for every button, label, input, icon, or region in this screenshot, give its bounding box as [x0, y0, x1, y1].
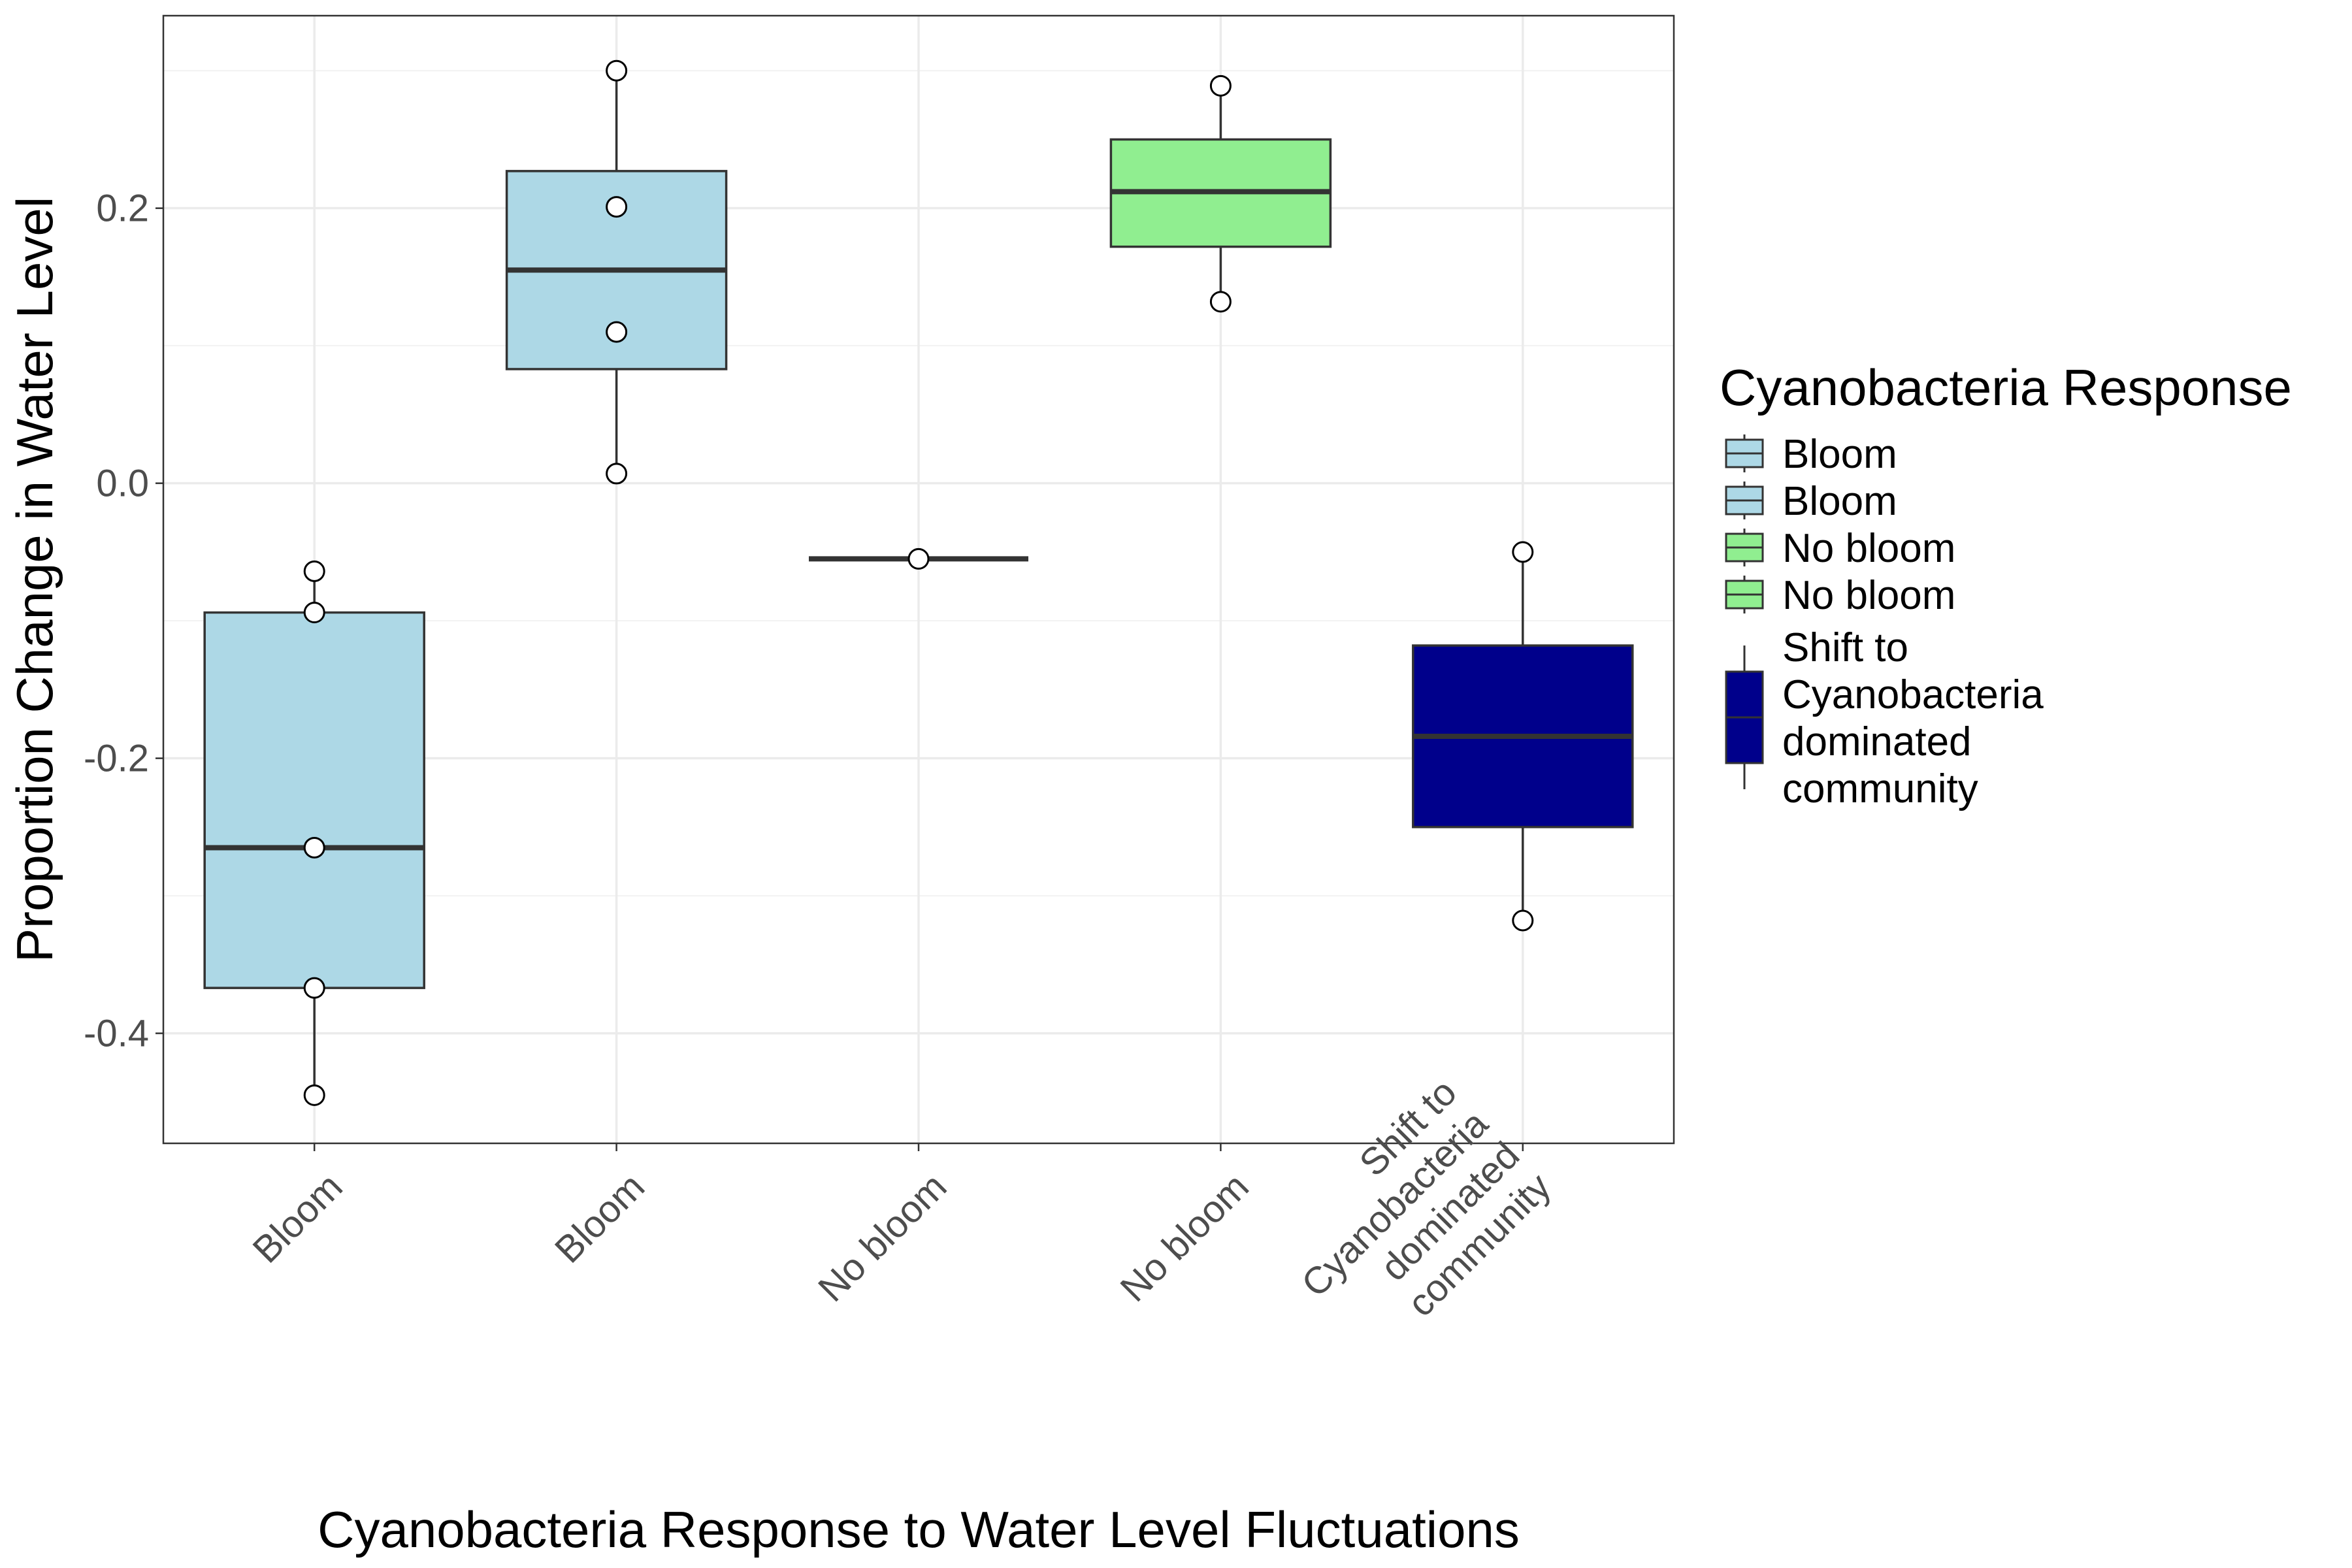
legend-entry: No bloom — [1725, 526, 1955, 571]
y-tick-label: -0.2 — [84, 738, 149, 780]
box-group — [1109, 74, 1332, 313]
legend-label: dominated — [1782, 719, 1972, 764]
legend-entry: Shift to Cyanobacteria dominated communi… — [1725, 625, 2044, 811]
data-point — [303, 977, 325, 999]
grid — [163, 16, 1674, 1143]
data-point — [606, 463, 628, 485]
legend-label: Shift to — [1782, 625, 1908, 670]
data-point — [1209, 74, 1232, 97]
data-point — [1512, 541, 1534, 563]
boxes — [203, 59, 1634, 1106]
data-point — [907, 547, 930, 570]
box-group — [203, 560, 425, 1106]
legend-label: Bloom — [1782, 432, 1897, 477]
legend-entry: Bloom — [1725, 432, 1897, 477]
box-group — [1412, 541, 1634, 932]
data-point — [303, 836, 325, 858]
legend-entry: Bloom — [1725, 479, 1897, 524]
y-tick-label: 0.0 — [96, 463, 149, 505]
data-point — [606, 196, 628, 218]
data-point — [1209, 291, 1232, 313]
data-point — [303, 560, 325, 582]
data-point — [1512, 909, 1534, 932]
box-body — [203, 611, 425, 989]
data-point — [303, 1084, 325, 1106]
legend-entry: No bloom — [1725, 573, 1955, 618]
box-group — [505, 59, 728, 485]
legend-label: Bloom — [1782, 479, 1897, 524]
legend-title: Cyanobacteria Response — [1720, 359, 2292, 416]
y-tick-label: 0.2 — [96, 188, 149, 230]
x-axis-title: Cyanobacteria Response to Water Level Fl… — [318, 1501, 1520, 1558]
data-point — [606, 321, 628, 343]
data-point — [606, 59, 628, 82]
legend-label: No bloom — [1782, 573, 1955, 618]
legend-label: No bloom — [1782, 526, 1955, 571]
y-axis: -0.4 -0.2 0.0 0.2 — [84, 188, 163, 1055]
y-axis-title: Proportion Change in Water Level — [6, 197, 63, 962]
box-group — [809, 547, 1028, 570]
legend-label: community — [1782, 766, 1978, 811]
data-point — [303, 602, 325, 624]
legend-label: Cyanobacteria — [1782, 672, 2044, 717]
y-tick-label: -0.4 — [84, 1013, 149, 1055]
